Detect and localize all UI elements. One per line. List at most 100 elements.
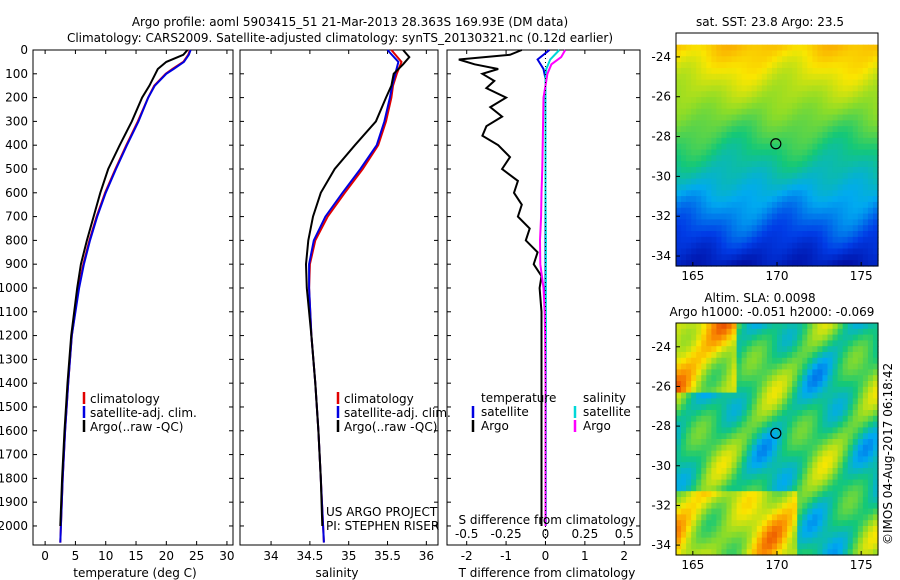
map-cell — [706, 398, 712, 405]
map-cell — [812, 375, 818, 382]
map-cell — [777, 97, 783, 104]
map-cell — [872, 44, 879, 52]
map-cell — [691, 201, 697, 209]
map-cell — [686, 334, 692, 341]
map-cell — [721, 537, 728, 544]
map-cell — [812, 161, 818, 168]
map-cell — [792, 357, 798, 365]
map-cell — [832, 137, 839, 145]
map-cell — [782, 526, 788, 533]
map-cell — [756, 421, 763, 428]
map-cell — [766, 108, 773, 116]
x-tick-label: 20 — [159, 549, 174, 563]
y-tick-label: 2000 — [0, 519, 28, 533]
map-cell — [847, 427, 854, 434]
imos-credit: ©IMOS 04-Aug-2017 06:18:42 — [881, 363, 895, 545]
map-cell — [867, 473, 874, 481]
map-cell — [847, 50, 854, 57]
map-cell — [867, 375, 874, 382]
map-cell — [822, 485, 829, 492]
map-cell — [691, 537, 697, 544]
map-cell — [761, 91, 768, 98]
map-cell — [771, 231, 778, 238]
map-cell — [782, 155, 788, 162]
map-cell — [721, 421, 728, 428]
map-cell — [736, 213, 743, 220]
map-cell — [701, 404, 707, 411]
map-cell — [832, 531, 839, 539]
map-cell — [676, 254, 682, 261]
map-cell — [751, 485, 758, 492]
map-cell — [681, 236, 687, 244]
map-cell — [822, 166, 829, 174]
map-cell — [711, 79, 717, 87]
map-cell — [771, 190, 778, 197]
map-cell — [716, 398, 723, 405]
map-cell — [741, 549, 748, 556]
map-cell — [751, 392, 758, 399]
map-cell — [736, 149, 743, 156]
map-cell — [862, 102, 869, 110]
map-cell — [681, 62, 687, 69]
map-cell — [736, 196, 743, 203]
map-cell — [822, 178, 829, 186]
map-cell — [792, 386, 798, 394]
map-cell — [726, 143, 733, 151]
map-cell — [716, 520, 723, 527]
map-cell — [807, 323, 813, 330]
map-cell — [812, 225, 818, 232]
map-cell — [721, 508, 728, 515]
map-cell — [807, 213, 813, 220]
map-cell — [766, 346, 773, 353]
map-cell — [716, 219, 723, 226]
map-cell — [681, 415, 687, 423]
map-cell — [706, 369, 712, 376]
map-cell — [872, 520, 879, 527]
map-cell — [676, 33, 682, 40]
map-cell — [812, 334, 818, 341]
map-cell — [802, 166, 808, 174]
map-cell — [867, 520, 874, 527]
map-cell — [686, 444, 692, 452]
map-cell — [721, 190, 728, 197]
map-cell — [847, 207, 854, 215]
map-cell — [837, 526, 844, 533]
map-cell — [807, 444, 813, 452]
map-cell — [862, 201, 869, 209]
map-cell — [782, 444, 788, 452]
map-cell — [822, 427, 829, 434]
map-cell — [706, 363, 712, 370]
map-cell — [731, 363, 738, 370]
map-cell — [847, 514, 854, 521]
map-cell — [681, 340, 687, 347]
map-cell — [761, 334, 768, 341]
sst-map: 165 170 175-24-26-28-30-32-34 — [651, 32, 879, 283]
map-cell — [736, 386, 743, 394]
map-cell — [741, 352, 748, 359]
map-cell — [676, 543, 682, 550]
map-cell — [686, 468, 692, 475]
map-cell — [696, 38, 702, 46]
map-cell — [827, 190, 834, 197]
map-cell — [771, 114, 778, 121]
map-cell — [872, 248, 879, 255]
map-cell — [741, 161, 748, 168]
map-x-tick-label: 170 — [766, 558, 789, 572]
map-cell — [766, 201, 773, 209]
map-cell — [867, 137, 874, 145]
map-cell — [802, 462, 808, 469]
map-cell — [782, 357, 788, 365]
map-cell — [701, 50, 707, 57]
map-cell — [822, 73, 829, 81]
map-cell — [746, 473, 753, 481]
map-cell — [766, 67, 773, 75]
map-cell — [827, 415, 834, 423]
map-cell — [756, 502, 763, 510]
map-cell — [746, 73, 753, 81]
legend-label-satellite: satellite-adj. clim. — [344, 406, 451, 420]
map-cell — [751, 242, 758, 250]
map-cell — [807, 346, 813, 353]
map-y-tick-label: -32 — [651, 209, 671, 223]
map-cell — [686, 161, 692, 168]
map-cell — [731, 161, 738, 168]
